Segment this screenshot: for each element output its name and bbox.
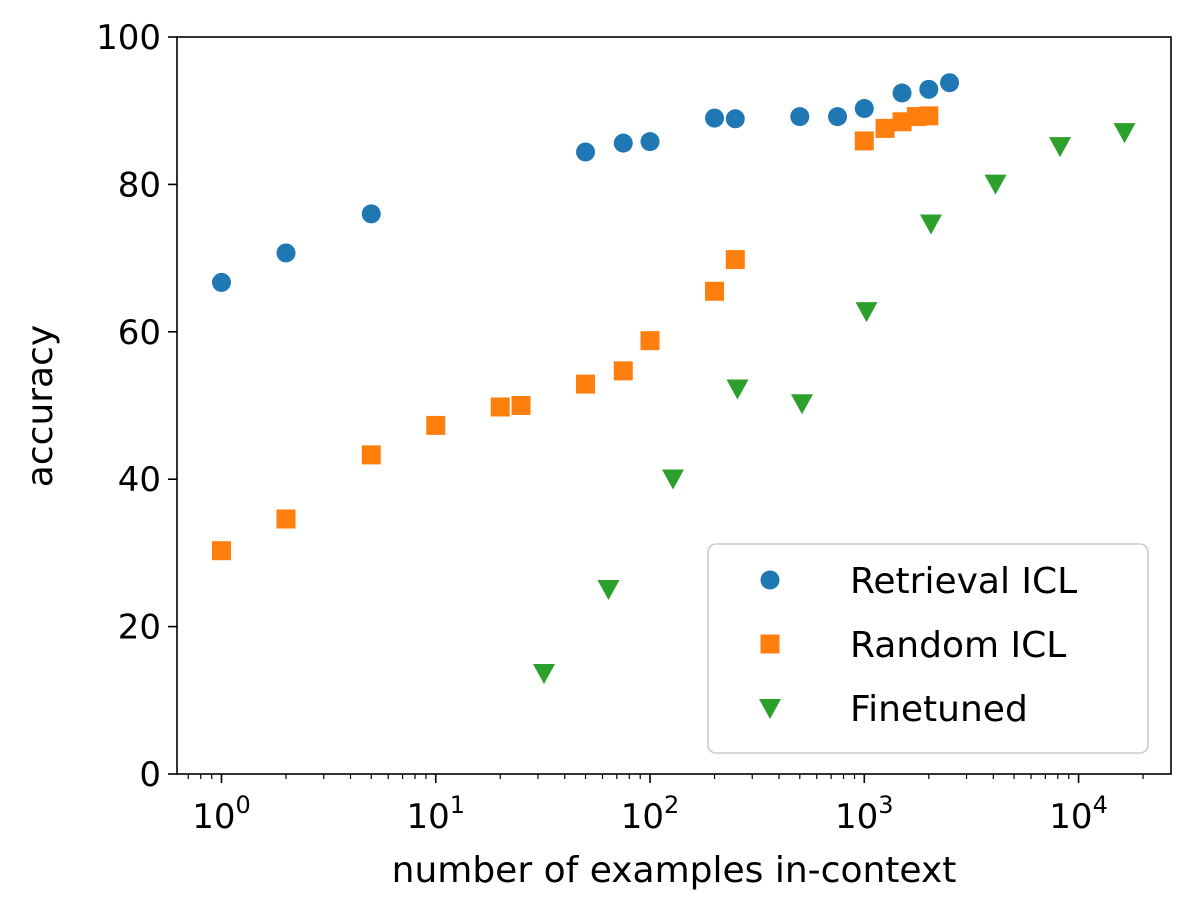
plot-area-frame: [176, 36, 1172, 775]
data-point: [725, 109, 745, 129]
legend-box: [707, 543, 1149, 754]
legend-label: Finetuned: [850, 689, 1028, 730]
data-point: [640, 132, 660, 152]
data-point: [984, 174, 1007, 195]
data-point: [640, 331, 660, 351]
series-random-icl: [211, 106, 939, 561]
data-point: [791, 394, 814, 415]
data-point: [920, 214, 943, 235]
legend-marker: [760, 634, 780, 654]
data-point: [361, 445, 381, 465]
data-point: [855, 302, 878, 323]
legend-label: Retrieval ICL: [850, 561, 1077, 602]
data-point: [1113, 123, 1136, 144]
y-tick-label: 0: [139, 755, 161, 795]
x-axis-label: number of examples in-context: [392, 850, 957, 891]
data-point: [211, 541, 231, 561]
data-point: [726, 379, 749, 400]
data-point: [919, 106, 939, 126]
data-point: [426, 415, 446, 435]
x-tick-label: 101: [406, 791, 465, 837]
x-tick-label: 100: [192, 791, 251, 837]
data-point: [892, 112, 912, 132]
x-tick-label: 102: [621, 791, 680, 837]
y-tick-label: 100: [96, 18, 161, 58]
data-point: [940, 73, 960, 93]
data-point: [490, 397, 510, 417]
data-point: [1049, 137, 1072, 158]
legend-marker: [760, 570, 780, 590]
data-point: [705, 108, 725, 128]
legend: Retrieval ICL Random ICL Finetuned: [707, 543, 1149, 754]
y-tick-label: 20: [118, 608, 161, 648]
data-point: [511, 396, 531, 415]
legend-marker: [759, 699, 781, 719]
data-point: [725, 250, 745, 270]
data-point: [828, 107, 848, 127]
data-point: [361, 204, 381, 224]
data-point: [276, 509, 296, 529]
legend-label: Random ICL: [850, 625, 1066, 666]
data-point: [854, 131, 874, 151]
y-tick-label: 40: [118, 460, 161, 500]
y-tick-label: 60: [118, 313, 161, 353]
data-point: [661, 469, 684, 490]
data-point: [705, 281, 725, 301]
data-point: [532, 664, 555, 685]
data-point: [597, 580, 620, 601]
data-point: [576, 374, 596, 394]
data-point: [276, 243, 296, 263]
data-point: [854, 98, 874, 118]
y-axis-label: accuracy: [20, 325, 61, 487]
y-tick-label: 80: [118, 165, 161, 205]
data-point: [576, 142, 596, 162]
x-tick-label: 103: [835, 791, 894, 837]
series-finetuned: [532, 123, 1136, 685]
x-tick-label: 104: [1049, 791, 1108, 837]
data-point: [211, 272, 231, 292]
data-point: [613, 133, 633, 153]
data-point: [892, 83, 912, 103]
data-point: [875, 118, 895, 138]
data-point: [613, 361, 633, 381]
series-retrieval-icl: [211, 73, 960, 292]
data-point: [919, 79, 939, 99]
data-point: [790, 107, 810, 127]
